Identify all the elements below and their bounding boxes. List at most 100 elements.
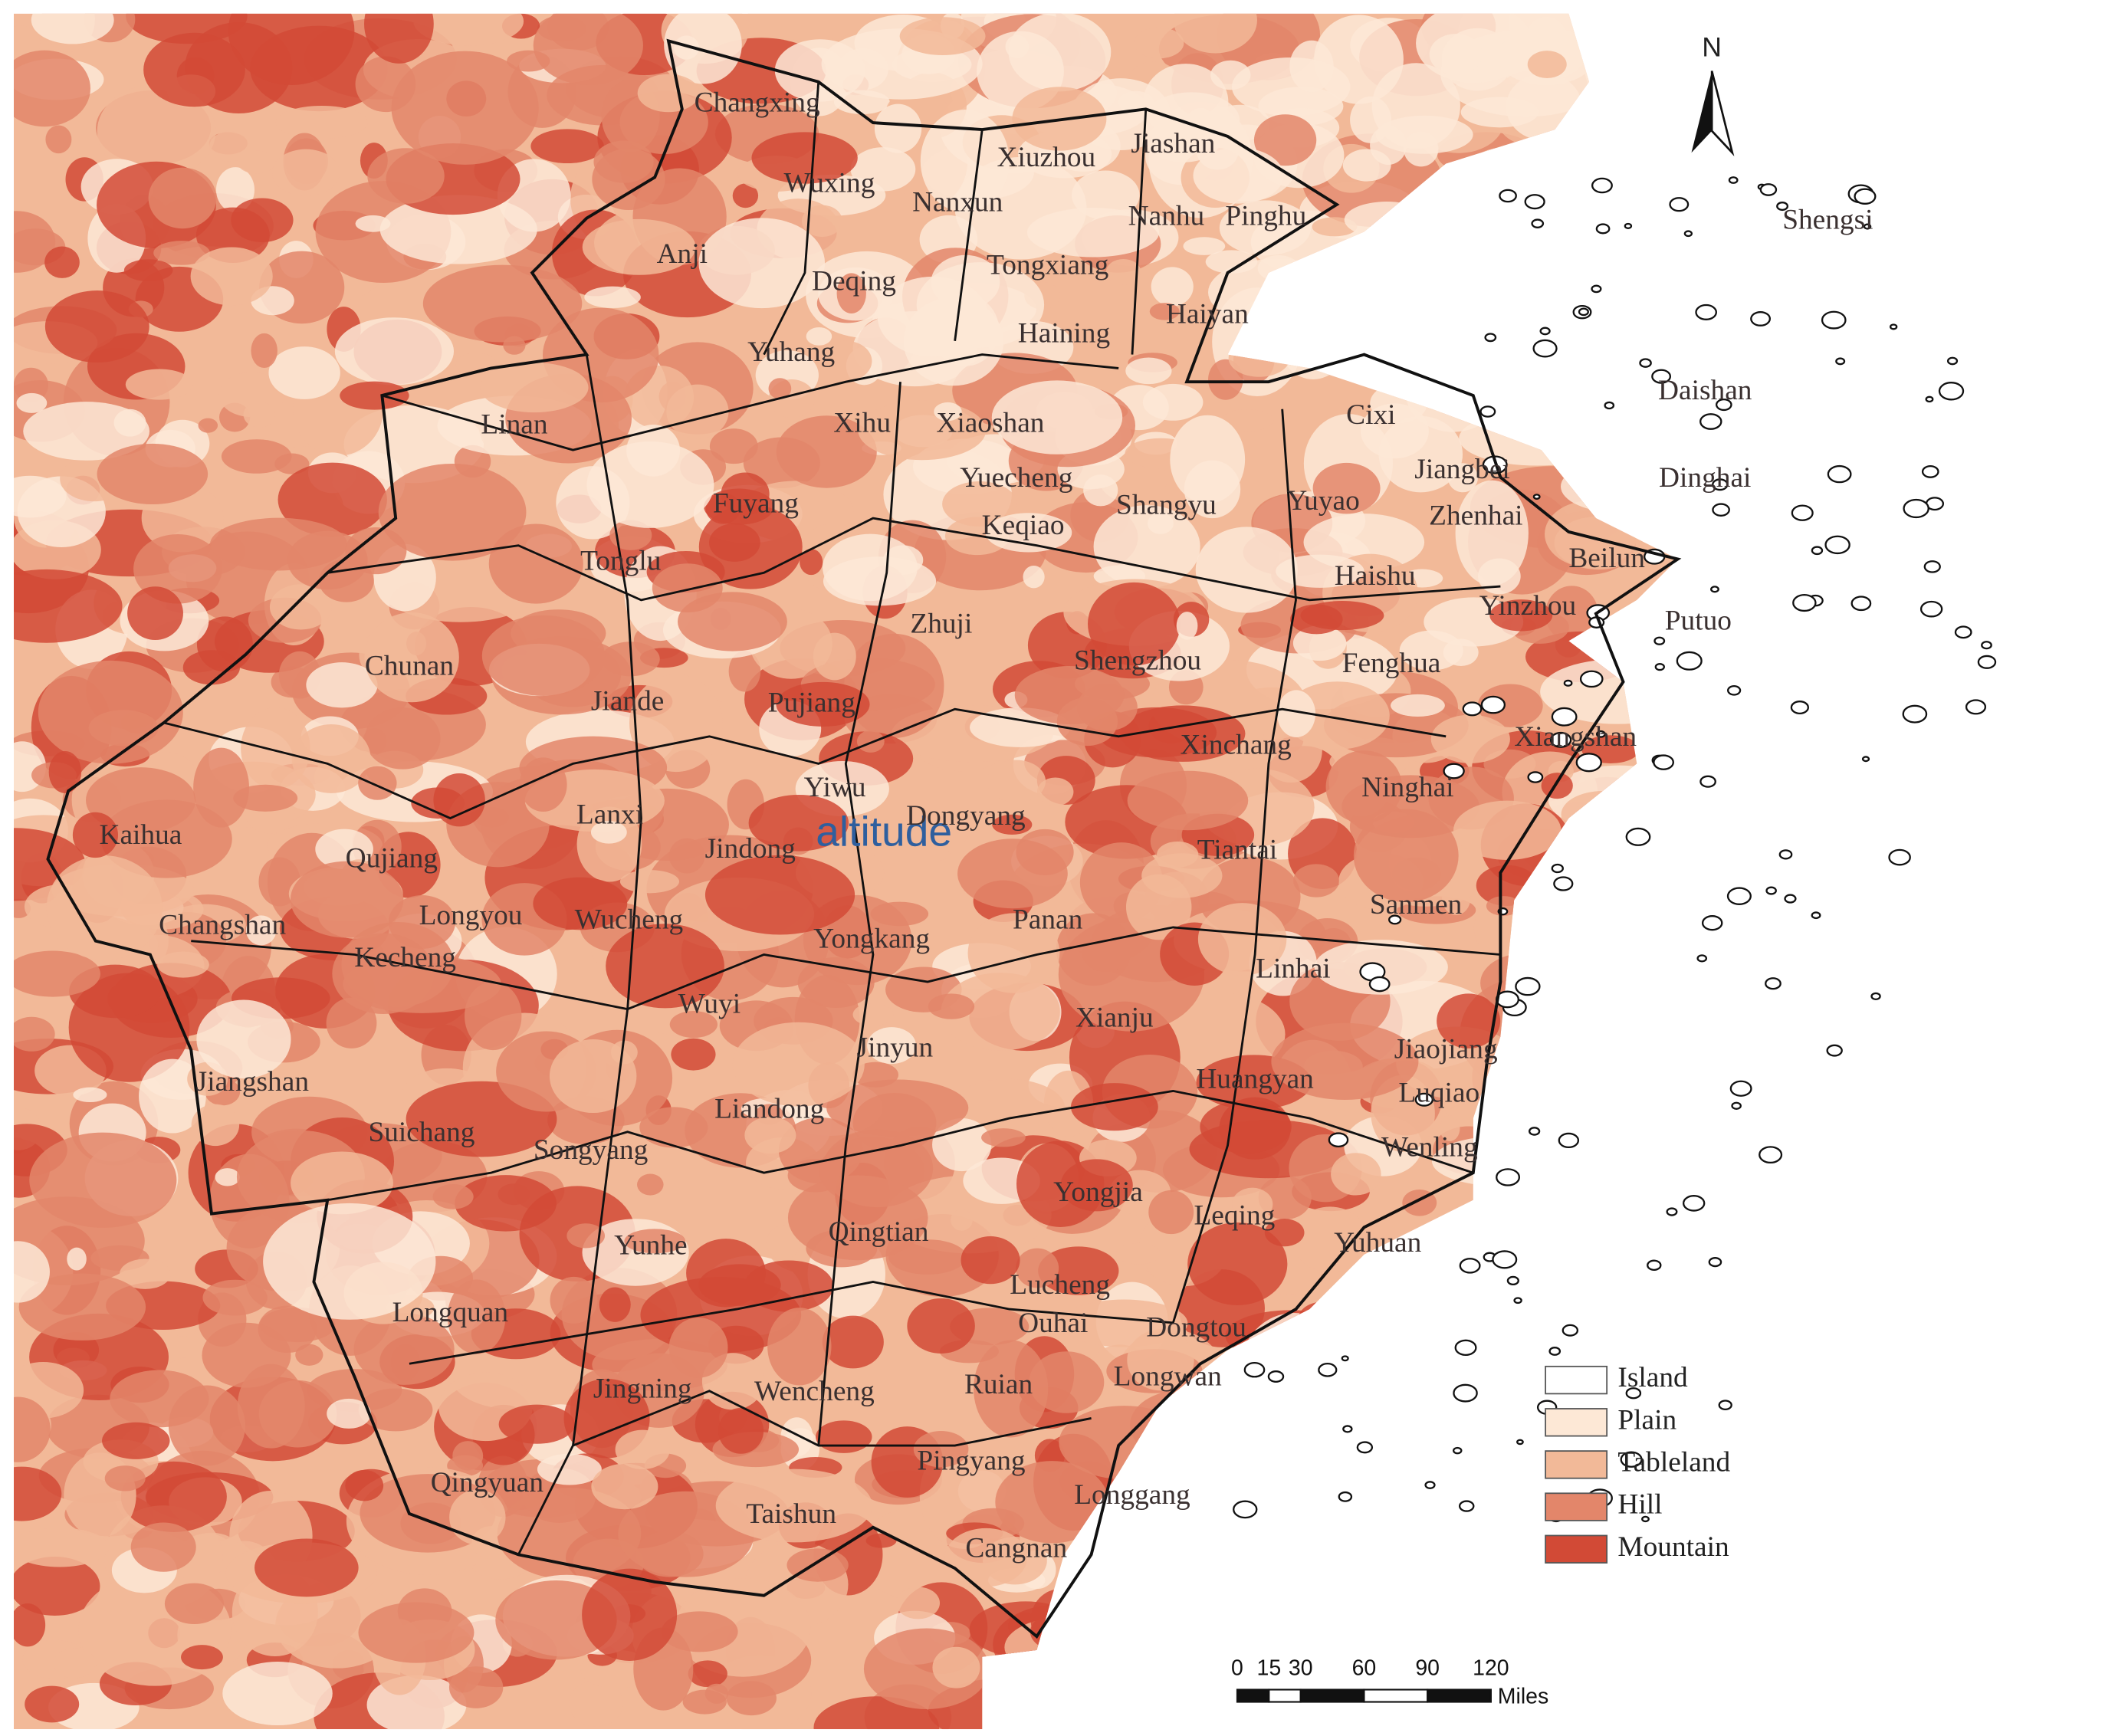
terrain-patch (1489, 599, 1553, 632)
island (1513, 1297, 1522, 1304)
island (1776, 202, 1789, 212)
terrain-patch (364, 612, 459, 703)
island (1591, 177, 1613, 194)
terrain-patch (1196, 131, 1239, 170)
terrain-patch (1551, 1626, 1654, 1699)
terrain-patch (1540, 277, 1567, 293)
terrain-patch (422, 264, 583, 343)
terrain-patch (88, 710, 159, 747)
county-label: Xiuzhou (997, 142, 1096, 173)
island (1728, 176, 1739, 184)
terrain-patch (974, 1340, 1049, 1438)
terrain-patch (751, 132, 858, 184)
terrain-patch (25, 1685, 80, 1723)
island (1954, 625, 1972, 639)
scale-segment (1268, 1688, 1302, 1703)
terrain-patch (67, 1247, 87, 1271)
terrain-patch (1149, 303, 1180, 320)
island (1925, 395, 1934, 403)
island (1715, 398, 1732, 412)
terrain-patch (209, 131, 250, 162)
terrain-patch (1081, 1652, 1146, 1716)
county-label: Changshan (159, 909, 286, 940)
terrain-patch (1540, 141, 1673, 214)
terrain-patch (813, 1696, 940, 1730)
terrain-patch (358, 1602, 475, 1663)
terrain-patch (1331, 1153, 1381, 1196)
terrain-patch (675, 1577, 811, 1677)
county-label: Qingyuan (431, 1467, 544, 1498)
island (1977, 655, 1997, 669)
terrain-patch (1588, 291, 1647, 327)
terrain-patch (1508, 1626, 1566, 1653)
island (1696, 954, 1708, 963)
terrain-patch (1378, 231, 1463, 285)
terrain-patch (1257, 254, 1300, 282)
terrain-patch (1460, 1549, 1491, 1571)
island (1459, 1258, 1481, 1274)
terrain-patch (73, 1087, 107, 1103)
terrain-patch (961, 1236, 1020, 1285)
terrain-patch (241, 707, 310, 789)
terrain-patch (488, 523, 583, 604)
terrain-patch (251, 333, 277, 369)
terrain-patch (1220, 1551, 1278, 1603)
terrain-patch (1516, 342, 1645, 428)
terrain-patch (452, 1441, 484, 1471)
terrain-patch (1371, 1265, 1414, 1298)
terrain-patch (819, 340, 872, 382)
terrain-patch (888, 1239, 967, 1275)
terrain-patch (550, 1276, 598, 1324)
terrain-patch (1134, 27, 1184, 59)
county-label: Anji (657, 238, 708, 270)
island (1651, 369, 1672, 384)
terrain-patch (686, 1239, 766, 1308)
terrain-patch (748, 794, 849, 852)
terrain-patch (364, 707, 441, 770)
terrain-patch (13, 950, 100, 997)
terrain-patch (287, 530, 368, 590)
terrain-patch (1291, 1341, 1347, 1386)
terrain-patch (1453, 800, 1562, 860)
island (1712, 503, 1730, 517)
county-label: Jiangshan (196, 1066, 310, 1098)
terrain-patch (72, 812, 119, 858)
county-label: Jingning (593, 1373, 692, 1404)
terrain-patch (16, 392, 48, 413)
terrain-patch (1370, 126, 1407, 165)
island (1676, 651, 1703, 671)
terrain-patch (13, 1603, 46, 1647)
island (1479, 405, 1496, 418)
island (1595, 223, 1611, 235)
island (1919, 600, 1943, 618)
terrain-patch (1221, 409, 1274, 432)
county-label: Lucheng (1010, 1269, 1110, 1301)
terrain-patch (306, 662, 378, 708)
terrain-patch (1556, 1081, 1604, 1100)
terrain-patch (1077, 1672, 1197, 1730)
island (1765, 977, 1782, 990)
county-label: Songyang (534, 1134, 648, 1166)
county-label: Linan (481, 409, 547, 440)
county-label: Cangnan (965, 1533, 1067, 1564)
county-label: Ruian (964, 1369, 1033, 1400)
terrain-patch (910, 846, 951, 862)
terrain-patch (715, 1469, 872, 1543)
scale-label: 90 (1415, 1656, 1440, 1680)
county-label: Kaihua (99, 819, 182, 851)
county-label: Zhuji (910, 608, 972, 639)
terrain-patch (1527, 51, 1567, 78)
county-label: Yongkang (813, 923, 930, 954)
terrain-patch (1187, 1222, 1288, 1305)
terrain-patch (1451, 1209, 1502, 1246)
terrain-patch (245, 915, 277, 946)
terrain-patch (1396, 281, 1450, 313)
terrain-patch (1147, 1618, 1227, 1675)
terrain-patch (1525, 1238, 1671, 1315)
county-label: Shengzhou (1074, 645, 1201, 676)
island (1639, 358, 1652, 368)
terrain-patch (1429, 1446, 1502, 1495)
terrain-patch (44, 246, 80, 278)
terrain-patch (215, 167, 255, 212)
island (1759, 183, 1778, 196)
